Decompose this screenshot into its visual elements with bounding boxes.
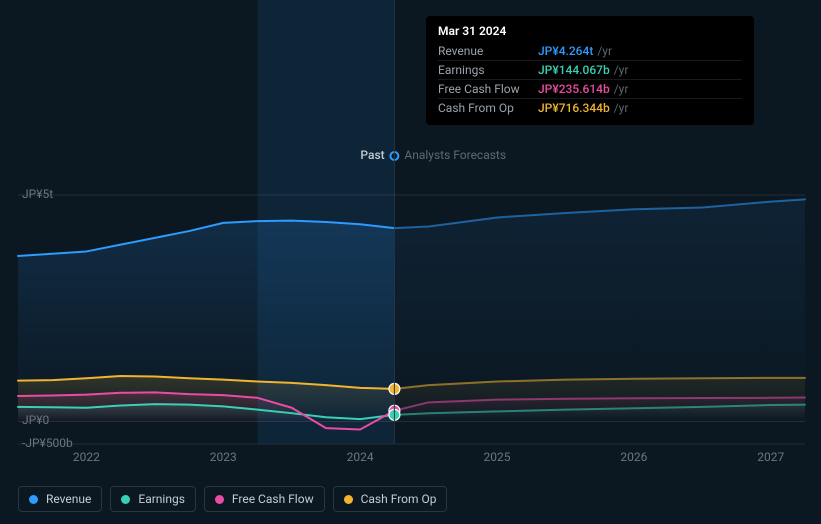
tooltip-row: Cash From OpJP¥716.344b/yr	[438, 99, 742, 117]
tooltip-row-label: Free Cash Flow	[438, 82, 538, 96]
tooltip-row-value: JP¥4.264t	[538, 44, 593, 58]
legend-label: Earnings	[138, 492, 185, 506]
x-tick-label: 2027	[757, 450, 784, 464]
x-tick-label: 2026	[620, 450, 647, 464]
legend-label: Revenue	[46, 492, 91, 506]
tooltip-row-value: JP¥235.614b	[538, 82, 610, 96]
tooltip-row-label: Cash From Op	[438, 101, 538, 115]
legend-item-free_cash_flow[interactable]: Free Cash Flow	[204, 486, 325, 512]
legend-label: Free Cash Flow	[232, 492, 314, 506]
tooltip-row-label: Earnings	[438, 63, 538, 77]
tooltip-row-value: JP¥144.067b	[538, 63, 610, 77]
legend-item-revenue[interactable]: Revenue	[18, 486, 102, 512]
legend-dot-icon	[29, 495, 38, 504]
legend: Revenue Earnings Free Cash Flow Cash From O…	[18, 486, 447, 512]
y-tick-label: -JP¥500b	[22, 436, 73, 450]
legend-label: Cash From Op	[361, 492, 437, 506]
tooltip-row: Free Cash FlowJP¥235.614b/yr	[438, 80, 742, 99]
legend-dot-icon	[344, 495, 353, 504]
x-tick-label: 2023	[210, 450, 237, 464]
past-label: Past	[360, 148, 384, 162]
tooltip-row-unit: /yr	[614, 101, 629, 115]
tooltip-row-unit: /yr	[597, 44, 612, 58]
chart-container: JP¥5t JP¥0 -JP¥500b 2022 2023 2024 2025 2026 20…	[0, 0, 821, 524]
y-tick-label: JP¥5t	[22, 187, 53, 201]
tooltip-row: RevenueJP¥4.264t/yr	[438, 42, 742, 61]
tooltip-row-unit: /yr	[614, 63, 629, 77]
tooltip-row: EarningsJP¥144.067b/yr	[438, 61, 742, 80]
tooltip-row-label: Revenue	[438, 44, 538, 58]
legend-dot-icon	[215, 495, 224, 504]
x-tick-label: 2025	[484, 450, 511, 464]
x-tick-label: 2024	[347, 450, 374, 464]
forecast-label: Analysts Forecasts	[404, 148, 506, 162]
legend-item-cash_from_op[interactable]: Cash From Op	[333, 486, 448, 512]
legend-item-earnings[interactable]: Earnings	[110, 486, 196, 512]
x-tick-label: 2022	[73, 450, 100, 464]
tooltip-title: Mar 31 2024	[438, 24, 742, 38]
tooltip-row-value: JP¥716.344b	[538, 101, 610, 115]
y-tick-label: JP¥0	[22, 413, 49, 427]
data-tooltip: Mar 31 2024 RevenueJP¥4.264t/yrEarningsJ…	[426, 16, 754, 125]
tooltip-row-unit: /yr	[614, 82, 629, 96]
legend-dot-icon	[121, 495, 130, 504]
